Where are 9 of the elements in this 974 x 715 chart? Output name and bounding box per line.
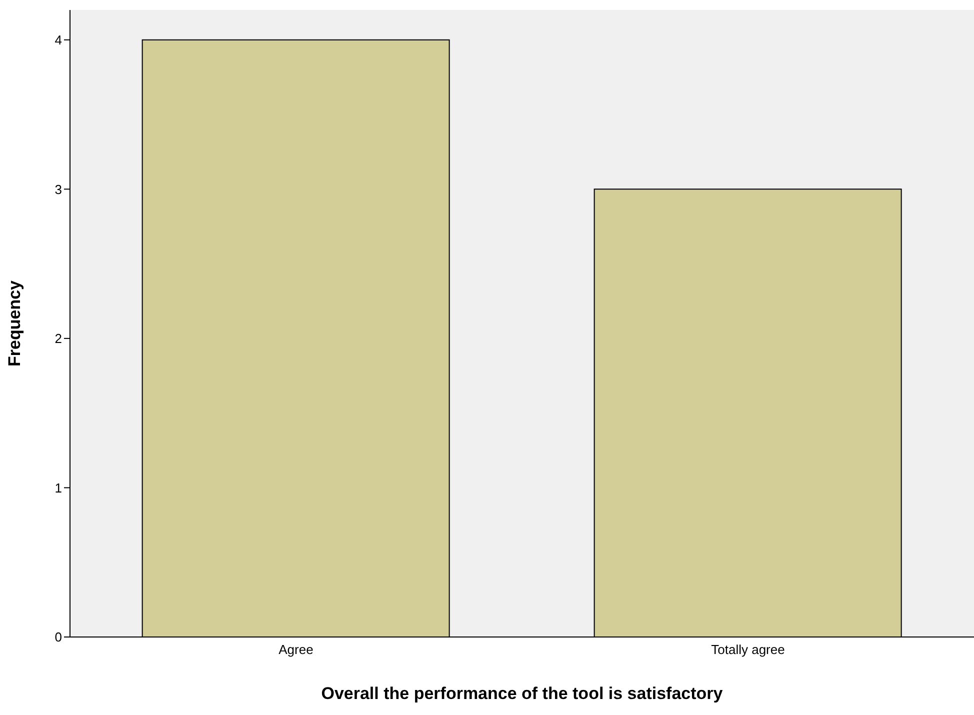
x-tick-label: Totally agree bbox=[711, 642, 785, 658]
y-tick-label: 4 bbox=[54, 32, 62, 48]
x-tick-label: Agree bbox=[278, 642, 314, 658]
y-axis-title: Frequency bbox=[5, 280, 24, 366]
y-tick-label: 3 bbox=[54, 182, 62, 197]
y-tick-label: 2 bbox=[54, 331, 62, 346]
y-tick-label: 0 bbox=[54, 630, 62, 645]
y-tick-label: 1 bbox=[54, 480, 62, 496]
x-axis-title: Overall the performance of the tool is satisfactory bbox=[321, 684, 724, 703]
